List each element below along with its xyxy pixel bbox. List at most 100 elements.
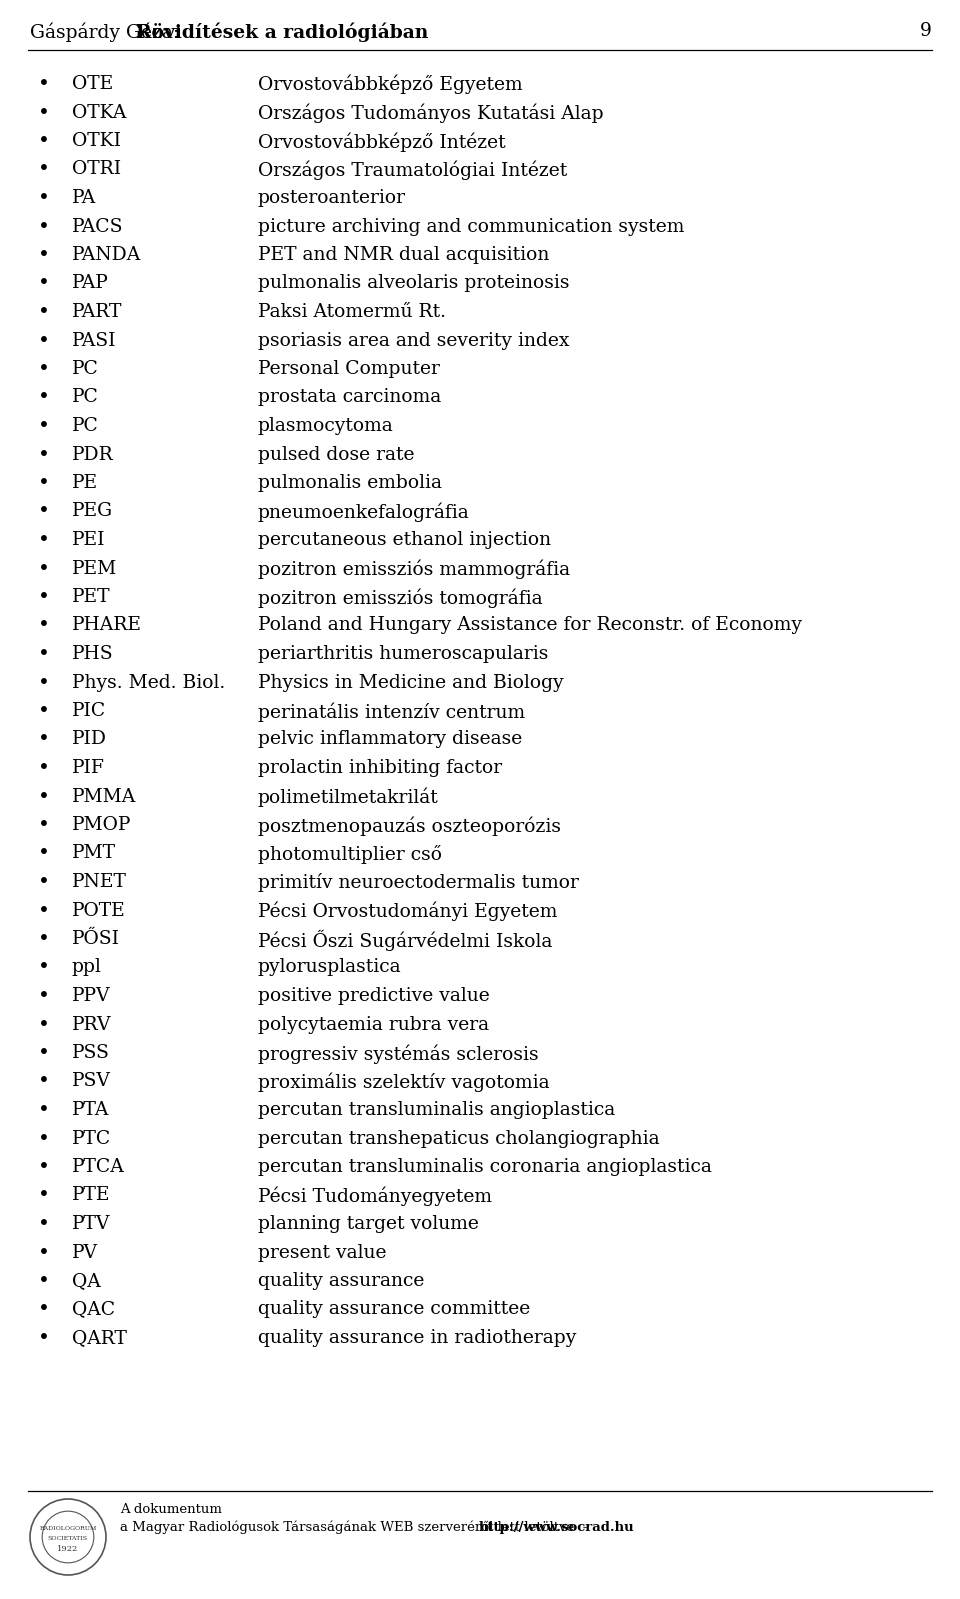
Text: PDR: PDR xyxy=(72,446,113,464)
Text: PTA: PTA xyxy=(72,1102,109,1119)
Text: OTKI: OTKI xyxy=(72,133,121,150)
Text: PIF: PIF xyxy=(72,760,105,777)
Text: •: • xyxy=(38,987,50,1006)
Text: •: • xyxy=(38,133,50,150)
Text: posteroanterior: posteroanterior xyxy=(258,189,406,206)
Text: •: • xyxy=(38,1300,50,1319)
Text: http://www.socrad.hu: http://www.socrad.hu xyxy=(479,1521,635,1533)
Text: PNET: PNET xyxy=(72,873,127,891)
Text: •: • xyxy=(38,644,50,664)
Text: positive predictive value: positive predictive value xyxy=(258,987,490,1006)
Text: PSV: PSV xyxy=(72,1073,110,1091)
Text: Poland and Hungary Assistance for Reconstr. of Economy: Poland and Hungary Assistance for Recons… xyxy=(258,617,802,635)
Text: picture archiving and communication system: picture archiving and communication syst… xyxy=(258,217,684,235)
Text: OTE: OTE xyxy=(72,75,113,93)
Text: •: • xyxy=(38,873,50,892)
Text: •: • xyxy=(38,1044,50,1063)
Text: posztmenopauzás oszteoporózis: posztmenopauzás oszteoporózis xyxy=(258,815,561,836)
Text: plasmocytoma: plasmocytoma xyxy=(258,417,394,435)
Text: PET and NMR dual acquisition: PET and NMR dual acquisition xyxy=(258,246,549,264)
Text: PV: PV xyxy=(72,1244,98,1262)
Text: PMMA: PMMA xyxy=(72,787,136,806)
Text: Paksi Atomermű Rt.: Paksi Atomermű Rt. xyxy=(258,302,446,321)
Text: Pécsi Orvostudományi Egyetem: Pécsi Orvostudományi Egyetem xyxy=(258,902,558,921)
Text: •: • xyxy=(38,1244,50,1263)
Text: •: • xyxy=(38,473,50,492)
Text: PŐSI: PŐSI xyxy=(72,931,120,948)
Text: RADIOLOGORUM: RADIOLOGORUM xyxy=(39,1527,97,1532)
Text: prostata carcinoma: prostata carcinoma xyxy=(258,389,442,406)
Text: OTRI: OTRI xyxy=(72,160,121,179)
Text: PANDA: PANDA xyxy=(72,246,141,264)
Text: planning target volume: planning target volume xyxy=(258,1215,479,1233)
Text: Orvostovábbképző Egyetem: Orvostovábbképző Egyetem xyxy=(258,75,522,94)
Text: prolactin inhibiting factor: prolactin inhibiting factor xyxy=(258,760,502,777)
Text: PIC: PIC xyxy=(72,702,107,720)
Text: Gáspárdy Géza:: Gáspárdy Géza: xyxy=(30,22,185,42)
Text: •: • xyxy=(38,531,50,550)
Text: polimetilmetakrilát: polimetilmetakrilát xyxy=(258,787,439,807)
Text: PC: PC xyxy=(72,389,99,406)
Text: Országos Traumatológiai Intézet: Országos Traumatológiai Intézet xyxy=(258,160,567,181)
Text: •: • xyxy=(38,331,50,350)
Text: A dokumentum: A dokumentum xyxy=(120,1503,222,1516)
Text: PMOP: PMOP xyxy=(72,815,132,835)
Text: pozitron emissziós mammográfia: pozitron emissziós mammográfia xyxy=(258,560,570,579)
Text: percutan transluminalis angioplastica: percutan transluminalis angioplastica xyxy=(258,1102,615,1119)
Text: perinatális intenzív centrum: perinatális intenzív centrum xyxy=(258,702,525,721)
Text: •: • xyxy=(38,1215,50,1234)
Text: •: • xyxy=(38,1271,50,1290)
Text: PTE: PTE xyxy=(72,1186,110,1204)
Text: polycytaemia rubra vera: polycytaemia rubra vera xyxy=(258,1015,490,1033)
Text: PEG: PEG xyxy=(72,502,113,521)
Text: PRV: PRV xyxy=(72,1015,111,1033)
Text: Országos Tudományos Kutatási Alap: Országos Tudományos Kutatási Alap xyxy=(258,104,604,123)
Text: PEM: PEM xyxy=(72,560,117,577)
Text: PE: PE xyxy=(72,473,98,492)
Text: Personal Computer: Personal Computer xyxy=(258,360,440,377)
Text: POTE: POTE xyxy=(72,902,126,919)
Text: Rövidítések a radiológiában: Rövidítések a radiológiában xyxy=(136,22,429,42)
Text: PTC: PTC xyxy=(72,1129,111,1148)
Text: pylorusplastica: pylorusplastica xyxy=(258,958,401,977)
Text: •: • xyxy=(38,389,50,408)
Text: •: • xyxy=(38,760,50,779)
Text: percutan transluminalis coronaria angioplastica: percutan transluminalis coronaria angiop… xyxy=(258,1158,712,1175)
Text: •: • xyxy=(38,75,50,94)
Text: QAC: QAC xyxy=(72,1300,115,1319)
Text: pulsed dose rate: pulsed dose rate xyxy=(258,446,415,464)
Text: •: • xyxy=(38,246,50,265)
Text: photomultiplier cső: photomultiplier cső xyxy=(258,844,442,863)
Text: periarthritis humeroscapularis: periarthritis humeroscapularis xyxy=(258,644,548,664)
Text: •: • xyxy=(38,958,50,977)
Text: •: • xyxy=(38,446,50,464)
Text: •: • xyxy=(38,673,50,692)
Text: •: • xyxy=(38,1329,50,1348)
Text: OTKA: OTKA xyxy=(72,104,127,122)
Text: •: • xyxy=(38,1015,50,1035)
Text: •: • xyxy=(38,617,50,635)
Text: pelvic inflammatory disease: pelvic inflammatory disease xyxy=(258,731,522,748)
Text: a Magyar Radiológusok Társaságának WEB szerveréről lett letöltve  -: a Magyar Radiológusok Társaságának WEB s… xyxy=(120,1521,596,1535)
Text: proximális szelektív vagotomia: proximális szelektív vagotomia xyxy=(258,1073,550,1092)
Text: quality assurance in radiotherapy: quality assurance in radiotherapy xyxy=(258,1329,576,1346)
Text: PHS: PHS xyxy=(72,644,113,664)
Text: PTCA: PTCA xyxy=(72,1158,125,1175)
Text: PC: PC xyxy=(72,360,99,377)
Text: PID: PID xyxy=(72,731,107,748)
Text: PEI: PEI xyxy=(72,531,106,548)
Text: ppl: ppl xyxy=(72,958,102,977)
Text: •: • xyxy=(38,931,50,948)
Text: PPV: PPV xyxy=(72,987,110,1006)
Text: •: • xyxy=(38,1073,50,1092)
Text: Pécsi Őszi Sugárvédelmi Iskola: Pécsi Őszi Sugárvédelmi Iskola xyxy=(258,931,552,951)
Text: PA: PA xyxy=(72,189,96,206)
Text: PC: PC xyxy=(72,417,99,435)
Text: PSS: PSS xyxy=(72,1044,109,1062)
Text: •: • xyxy=(38,502,50,521)
Text: PHARE: PHARE xyxy=(72,617,142,635)
Text: PMT: PMT xyxy=(72,844,116,862)
Text: PTV: PTV xyxy=(72,1215,110,1233)
Text: Phys. Med. Biol.: Phys. Med. Biol. xyxy=(72,673,226,691)
Text: PACS: PACS xyxy=(72,217,124,235)
